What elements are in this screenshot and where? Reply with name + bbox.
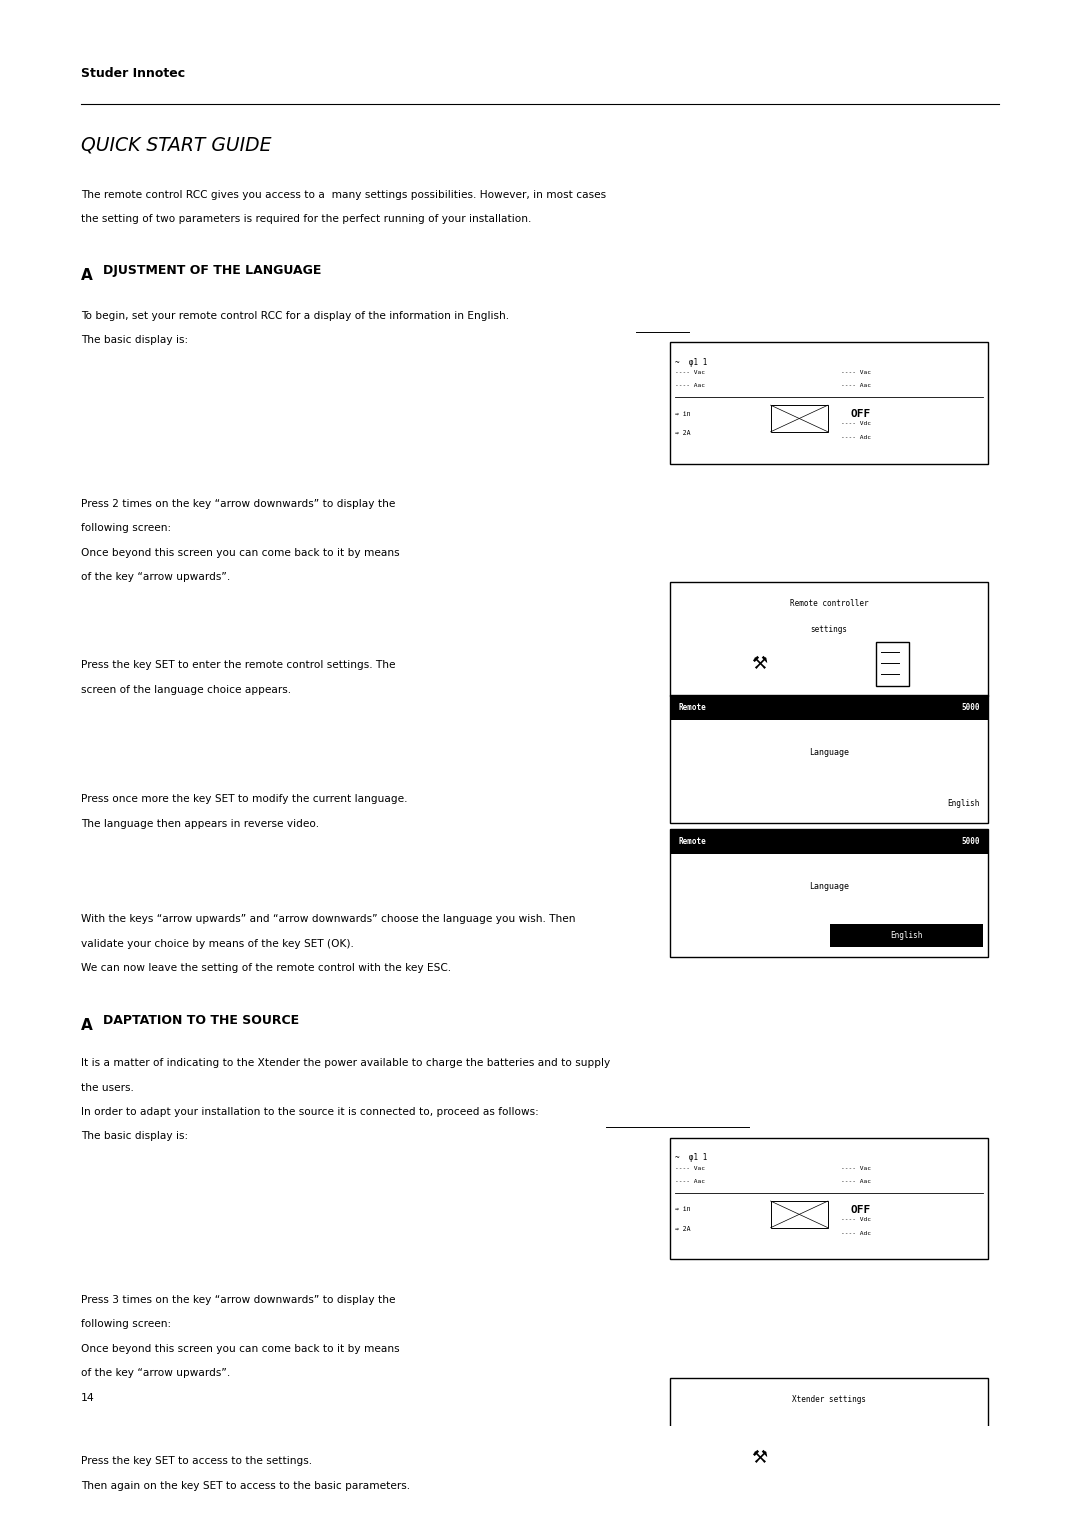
Text: English: English	[947, 799, 980, 808]
Bar	[670, 1488, 988, 1528]
Text: Once beyond this screen you can come back to it by means: Once beyond this screen you can come bac…	[81, 547, 400, 558]
Text: To begin, set your remote control RCC for a display of the information in Englis: To begin, set your remote control RCC fo…	[81, 310, 509, 321]
Text: Language: Language	[809, 882, 849, 891]
Text: Press the key SET to access to the settings.: Press the key SET to access to the setti…	[81, 1456, 312, 1467]
Text: English: English	[890, 931, 922, 940]
Text: of the key “arrow upwards”.: of the key “arrow upwards”.	[81, 1368, 230, 1378]
Text: the users.: the users.	[81, 1082, 134, 1093]
Bar	[670, 828, 988, 957]
Text: ⚒: ⚒	[751, 1449, 767, 1467]
Text: the setting of two parameters is required for the perfect running of your instal: the setting of two parameters is require…	[81, 214, 531, 225]
Bar	[670, 695, 988, 720]
Text: Remote: Remote	[678, 837, 706, 847]
Bar	[670, 342, 988, 463]
Text: A: A	[81, 1018, 93, 1033]
Text: ---- Aac: ---- Aac	[675, 1180, 705, 1184]
Text: 1100: 1100	[961, 1494, 980, 1504]
Text: ---- Aac: ---- Aac	[675, 384, 705, 388]
Bar	[670, 695, 988, 824]
Bar	[771, 1201, 828, 1227]
Bar	[670, 1488, 988, 1510]
Text: ---- Vac: ---- Vac	[840, 1166, 870, 1170]
Text: ---- Vac: ---- Vac	[675, 1166, 705, 1170]
Text: The basic display is:: The basic display is:	[81, 1131, 188, 1141]
Text: A: A	[81, 267, 93, 283]
Text: Press 2 times on the key “arrow downwards” to display the: Press 2 times on the key “arrow downward…	[81, 500, 395, 509]
Text: Once beyond this screen you can come back to it by means: Once beyond this screen you can come bac…	[81, 1343, 400, 1354]
Bar	[670, 1378, 988, 1491]
Bar	[868, 1433, 904, 1482]
Bar	[771, 405, 828, 432]
Text: Language: Language	[809, 747, 849, 756]
Text: screen of the language choice appears.: screen of the language choice appears.	[81, 685, 292, 695]
Text: We can now leave the setting of the remote control with the key ESC.: We can now leave the setting of the remo…	[81, 963, 451, 973]
Text: ---- Aac: ---- Aac	[840, 1180, 870, 1184]
Text: 14: 14	[81, 1394, 95, 1404]
Text: OFF: OFF	[850, 410, 870, 419]
Bar	[876, 642, 909, 686]
Text: ⚒: ⚒	[751, 656, 767, 674]
Text: The remote control RCC gives you access to a  many settings possibilities. Howev: The remote control RCC gives you access …	[81, 189, 606, 200]
Text: ---- Adc: ---- Adc	[840, 1230, 870, 1236]
Text: ---- Vdc: ---- Vdc	[840, 422, 870, 426]
Text: following screen:: following screen:	[81, 1319, 171, 1329]
Text: ~  φ1 1: ~ φ1 1	[675, 1154, 707, 1163]
Text: DJUSTMENT OF THE LANGUAGE: DJUSTMENT OF THE LANGUAGE	[103, 264, 321, 277]
Text: 5000: 5000	[961, 703, 980, 712]
Text: OFF: OFF	[850, 1206, 870, 1215]
Bar	[670, 1138, 988, 1259]
Text: ⇒ 2A: ⇒ 2A	[675, 1225, 690, 1232]
Text: ---- Aac: ---- Aac	[840, 384, 870, 388]
Text: ~  φ1 1: ~ φ1 1	[675, 358, 707, 367]
Text: Press 3 times on the key “arrow downwards” to display the: Press 3 times on the key “arrow downward…	[81, 1296, 395, 1305]
Text: ---- Vdc: ---- Vdc	[840, 1218, 870, 1222]
Text: ⇒ in: ⇒ in	[675, 411, 690, 417]
Text: Press the key SET to enter the remote control settings. The: Press the key SET to enter the remote co…	[81, 660, 395, 671]
Text: ⇒ in: ⇒ in	[675, 1207, 690, 1213]
Text: The basic display is:: The basic display is:	[81, 335, 188, 345]
Text: of the key “arrow upwards”.: of the key “arrow upwards”.	[81, 571, 230, 582]
Bar	[670, 828, 988, 854]
Text: It is a matter of indicating to the Xtender the power available to charge the ba: It is a matter of indicating to the Xten…	[81, 1059, 610, 1068]
Text: Xtender settings: Xtender settings	[792, 1395, 866, 1404]
Text: following screen:: following screen:	[81, 524, 171, 533]
Text: validate your choice by means of the key SET (OK).: validate your choice by means of the key…	[81, 938, 354, 949]
Text: Xtender: Xtender	[678, 1494, 711, 1504]
Text: The language then appears in reverse video.: The language then appears in reverse vid…	[81, 819, 319, 828]
Text: settings: settings	[810, 625, 848, 634]
Text: ---- Vac: ---- Vac	[840, 370, 870, 374]
Text: Remote: Remote	[678, 703, 706, 712]
Bar	[670, 582, 988, 697]
Text: QUICK START GUIDE: QUICK START GUIDE	[81, 136, 271, 154]
Text: Remote controller: Remote controller	[789, 599, 868, 608]
Bar	[829, 924, 983, 947]
Text: Press once more the key SET to modify the current language.: Press once more the key SET to modify th…	[81, 795, 407, 804]
Text: ---- Vac: ---- Vac	[675, 370, 705, 374]
Text: ---- Adc: ---- Adc	[840, 435, 870, 440]
Text: DAPTATION TO THE SOURCE: DAPTATION TO THE SOURCE	[103, 1015, 299, 1027]
Text: Then again on the key SET to access to the basic parameters.: Then again on the key SET to access to t…	[81, 1481, 410, 1490]
Text: Studer Innotec: Studer Innotec	[81, 67, 185, 79]
Text: In order to adapt your installation to the source it is connected to, proceed as: In order to adapt your installation to t…	[81, 1106, 539, 1117]
Text: ⇒ 2A: ⇒ 2A	[675, 431, 690, 437]
Text: With the keys “arrow upwards” and “arrow downwards” choose the language you wish: With the keys “arrow upwards” and “arrow…	[81, 914, 576, 924]
Text: 5000: 5000	[961, 837, 980, 847]
